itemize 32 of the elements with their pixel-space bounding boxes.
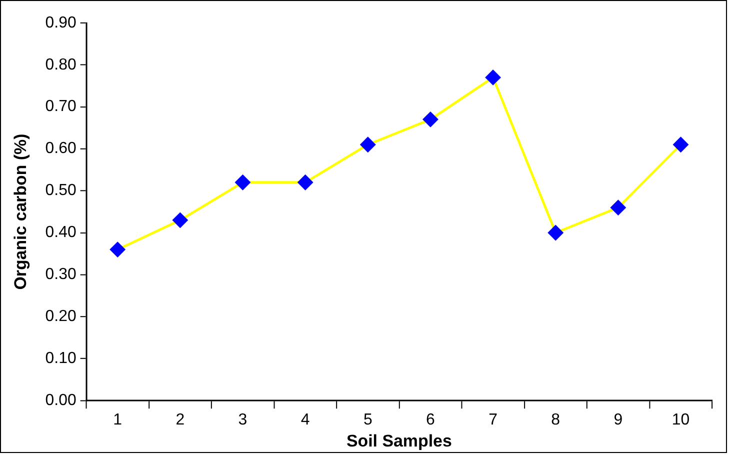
point [234,174,251,190]
point [672,136,689,153]
y-tick-label: 0.30 [45,266,76,284]
point [110,242,126,258]
y-tick-label: 0.70 [45,98,76,116]
x-tick-label: 10 [672,412,690,429]
y-axis-title: Organic carbon (%) [10,134,30,290]
y-tick-label: 0.00 [45,392,76,410]
point [360,136,376,153]
point [172,212,188,228]
y-tick-label: 0.80 [45,56,76,74]
point [548,224,564,241]
x-tick-label: 7 [488,412,498,429]
x-tick-label: 9 [614,412,623,429]
y-tick-label: 0.60 [45,140,76,158]
point [422,111,438,128]
x-axis-title: Soil Samples [346,432,452,451]
point [297,174,314,190]
y-tick-label: 0.40 [45,224,76,242]
x-tick-label: 3 [238,412,248,429]
x-tick-label: 4 [300,412,310,429]
x-tick-label: 1 [113,412,122,429]
point [485,70,502,86]
y-tick-label: 0.90 [45,14,76,32]
y-tick-label: 0.50 [45,182,76,200]
x-tick-label: 6 [426,412,436,429]
point [610,200,626,216]
x-tick-label: 2 [176,412,185,429]
y-tick-label: 0.10 [45,350,76,368]
y-tick-label: 0.20 [45,308,76,326]
x-tick-label: 5 [363,412,372,429]
x-tick-label: 8 [551,412,560,429]
